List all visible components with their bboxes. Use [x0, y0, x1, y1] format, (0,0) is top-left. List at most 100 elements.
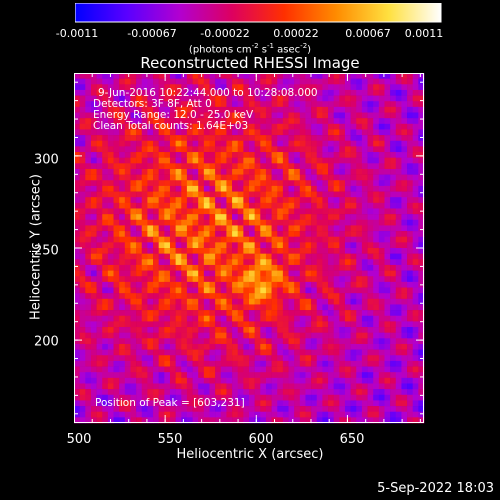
heatmap-cell: [339, 89, 346, 96]
heatmap-cell: [226, 343, 233, 350]
heatmap-cell: [361, 118, 368, 125]
heatmap-cell: [158, 310, 165, 317]
heatmap-cell: [175, 106, 182, 113]
heatmap-cell: [169, 157, 176, 164]
heatmap-cell: [271, 112, 278, 119]
heatmap-cell: [119, 264, 126, 271]
heatmap-cell: [102, 123, 109, 130]
heatmap-cell: [299, 321, 306, 328]
heatmap-cell: [367, 276, 374, 283]
heatmap-cell: [119, 270, 126, 277]
heatmap-cell: [390, 310, 397, 317]
heatmap-cell: [85, 214, 92, 221]
heatmap-cell: [361, 106, 368, 113]
heatmap-cell: [85, 293, 92, 300]
heatmap-cell: [361, 157, 368, 164]
heatmap-cell: [237, 202, 244, 209]
heatmap-cell: [130, 123, 137, 130]
heatmap-cell: [203, 73, 210, 79]
heatmap-cell: [249, 174, 255, 181]
heatmap-cell: [316, 259, 323, 266]
heatmap-cell: [305, 135, 312, 142]
heatmap-cell: [203, 168, 210, 175]
heatmap-cell: [390, 248, 397, 254]
heatmap-cell: [198, 78, 205, 85]
heatmap-cell: [265, 174, 272, 181]
heatmap-cell: [79, 225, 86, 232]
heatmap-cell: [102, 101, 109, 108]
heatmap-cell: [192, 315, 199, 322]
heatmap-cell: [339, 383, 346, 390]
heatmap-cell: [113, 73, 120, 79]
heatmap-cell: [339, 168, 346, 175]
heatmap-cell: [378, 89, 385, 96]
heatmap-cell: [401, 202, 408, 209]
heatmap-cell: [305, 310, 312, 317]
heatmap-cell: [288, 236, 295, 243]
heatmap-cell: [249, 338, 255, 345]
heatmap-cell: [271, 276, 278, 283]
heatmap-cell: [373, 106, 380, 113]
heatmap-cell: [119, 118, 126, 125]
heatmap-cell: [79, 73, 86, 79]
heatmap-cell: [186, 157, 193, 164]
heatmap-cell: [311, 84, 318, 91]
heatmap-cell: [147, 332, 154, 339]
heatmap-cell: [90, 259, 97, 266]
heatmap-cell: [339, 208, 346, 215]
heatmap-cell: [181, 338, 188, 345]
heatmap-cell: [90, 118, 97, 125]
heatmap-cell: [260, 208, 267, 215]
heatmap-cell: [395, 163, 402, 170]
heatmap-cell: [169, 152, 176, 158]
heatmap-cell: [74, 95, 80, 102]
heatmap-cell: [203, 180, 210, 187]
heatmap-cell: [316, 101, 323, 108]
heatmap-cell: [215, 101, 222, 108]
heatmap-cell: [254, 191, 261, 198]
heatmap-cell: [350, 118, 357, 125]
heatmap-cell: [339, 276, 346, 283]
heatmap-cell: [412, 123, 419, 130]
heatmap-cell: [373, 214, 380, 221]
heatmap-cell: [316, 366, 323, 373]
heatmap-cell: [181, 123, 188, 130]
heatmap-cell: [169, 236, 176, 243]
heatmap-cell: [356, 146, 363, 153]
heatmap-cell: [373, 343, 380, 350]
heatmap-cell: [153, 343, 159, 350]
heatmap-cell: [74, 389, 80, 396]
heatmap-cell: [390, 406, 397, 413]
heatmap-cell: [271, 168, 278, 175]
heatmap-cell: [198, 157, 205, 164]
heatmap-cell: [361, 163, 368, 170]
heatmap-cell: [361, 332, 368, 339]
heatmap-cell: [395, 84, 402, 91]
heatmap-cell: [130, 281, 137, 288]
heatmap-cell: [305, 73, 312, 79]
heatmap-cell: [339, 321, 346, 328]
heatmap-cell: [356, 389, 363, 396]
heatmap-cell: [299, 101, 306, 108]
heatmap-cell: [418, 73, 425, 79]
heatmap-cell: [367, 208, 374, 215]
heatmap-cell: [164, 225, 171, 232]
heatmap-cell: [339, 152, 346, 158]
heatmap-cell: [344, 214, 351, 221]
heatmap-cell: [344, 73, 351, 79]
heatmap-cell: [305, 106, 312, 113]
heatmap-cell: [316, 389, 323, 396]
heatmap-cell: [226, 270, 233, 277]
heatmap-cell: [215, 304, 222, 311]
heatmap-cell: [350, 366, 357, 373]
heatmap-cell: [226, 219, 233, 226]
heatmap-cell: [378, 191, 385, 198]
heatmap-cell: [107, 112, 114, 119]
heatmap-cell: [299, 343, 306, 350]
heatmap-cell: [277, 242, 284, 249]
heatmap-cell: [209, 101, 216, 108]
heatmap-cell: [299, 315, 306, 322]
heatmap-cell: [271, 202, 278, 209]
heatmap-cell: [412, 231, 419, 238]
heatmap-cell: [249, 270, 255, 277]
